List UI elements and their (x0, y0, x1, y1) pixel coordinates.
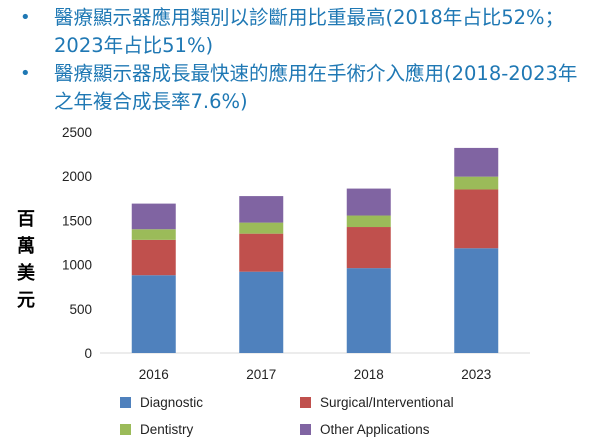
legend-entry: Surgical/Interventional (300, 395, 454, 410)
x-tick-label: 2016 (139, 367, 169, 382)
legend-label: Dentistry (140, 422, 194, 437)
bar-segment (454, 248, 499, 353)
x-tick-label: 2018 (354, 367, 384, 382)
y-tick-label: 2000 (62, 169, 92, 184)
legend-entry: Diagnostic (120, 395, 203, 410)
legend-label: Diagnostic (140, 395, 204, 410)
legend-label: Surgical/Interventional (320, 395, 454, 410)
legend-swatch (300, 424, 311, 435)
legend-entry: Dentistry (120, 422, 193, 437)
bar-segment (346, 188, 391, 216)
bar-segment (239, 271, 284, 353)
bar-segment (346, 215, 391, 228)
legend-label: Other Applications (320, 422, 430, 437)
legend-swatch (120, 424, 131, 435)
bar-segment (239, 222, 284, 234)
legend-swatch (120, 397, 131, 408)
bar-segment (131, 203, 176, 230)
legend-entry: Other Applications (300, 422, 430, 437)
bar-segment (346, 268, 391, 353)
x-tick-label: 2017 (246, 367, 276, 382)
bar-segment (131, 229, 176, 240)
y-tick-label: 500 (69, 302, 92, 317)
bullet-item: • 醫療顯示器應用類別以診斷用比重最高(2018年占比52%；2023年占比51… (12, 4, 592, 60)
bullet-text: 醫療顯示器應用類別以診斷用比重最高(2018年占比52%；2023年占比51%) (54, 6, 565, 57)
bullet-marker: • (20, 63, 31, 84)
bar-segment (239, 233, 284, 272)
y-tick-label: 0 (84, 346, 92, 361)
bullet-list: • 醫療顯示器應用類別以診斷用比重最高(2018年占比52%；2023年占比51… (12, 4, 592, 116)
bullet-marker: • (20, 7, 31, 28)
bar-segment (239, 196, 284, 223)
y-tick-label: 1000 (62, 258, 92, 273)
x-tick-label: 2023 (461, 367, 491, 382)
bullet-text: 醫療顯示器成長最快速的應用在手術介入應用(2018-2023年之年複合成長率7.… (54, 62, 578, 113)
legend-swatch (300, 397, 311, 408)
bar-segment (131, 239, 176, 276)
bar-segment (454, 147, 499, 177)
bar-segment (454, 176, 499, 190)
y-axis-label: 百萬美元 (17, 209, 35, 311)
y-tick-label: 1500 (62, 213, 92, 228)
bar-segment (454, 189, 499, 249)
bar-segment (346, 227, 391, 269)
bar-segment (131, 275, 176, 353)
y-tick-label: 2500 (62, 125, 92, 140)
bullet-item: • 醫療顯示器成長最快速的應用在手術介入應用(2018-2023年之年複合成長率… (12, 60, 592, 116)
